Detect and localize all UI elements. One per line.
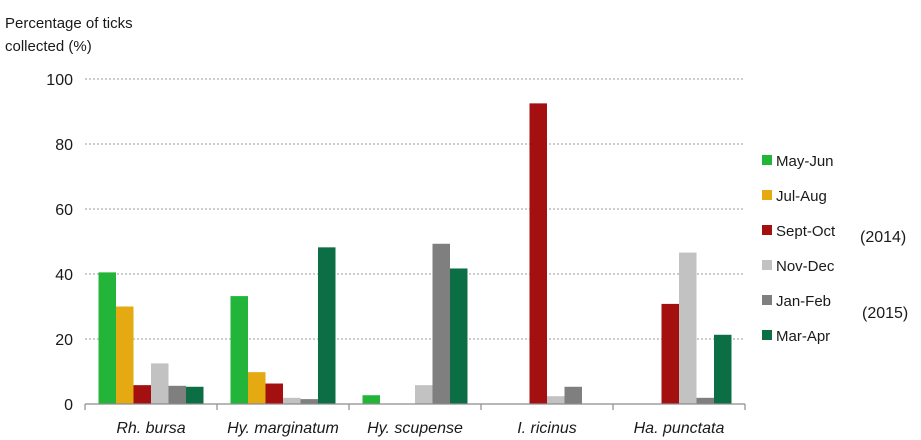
legend-swatch xyxy=(762,330,772,340)
bar xyxy=(362,395,380,404)
legend-label: Mar-Apr xyxy=(776,328,830,345)
legend-label: Nov-Dec xyxy=(776,258,835,275)
x-tick-label: Hy. marginatum xyxy=(227,420,339,437)
y-tick-label: 0 xyxy=(64,397,73,414)
bar xyxy=(168,385,186,404)
legend-swatch xyxy=(762,295,772,305)
y-axis-title: Percentage of ticks collected (%) xyxy=(5,15,133,55)
legend: May-Jun Jul-Aug Sept-Oct Nov-Dec Jan-Feb Mar-… xyxy=(762,153,908,345)
bar xyxy=(714,334,732,404)
bar xyxy=(283,397,301,404)
bar xyxy=(98,272,116,404)
bar xyxy=(300,399,318,404)
y-tick-label: 40 xyxy=(55,267,73,284)
bar xyxy=(230,296,248,404)
bar xyxy=(529,103,547,404)
bars xyxy=(98,103,732,404)
bar xyxy=(116,306,134,404)
legend-year-annotation: (2015) xyxy=(862,305,908,322)
y-tick-label: 80 xyxy=(55,137,73,154)
bar xyxy=(415,385,433,404)
y-tick-label: 60 xyxy=(55,202,73,219)
bar xyxy=(661,303,679,404)
y-axis-ticks: 0 20 40 60 80 100 xyxy=(46,72,73,414)
bar xyxy=(679,252,697,404)
bar xyxy=(432,243,450,404)
bar xyxy=(133,385,151,404)
bar xyxy=(248,372,266,404)
gridlines xyxy=(85,78,745,340)
x-tick-label: Rh. bursa xyxy=(116,420,185,437)
legend-label: May-Jun xyxy=(776,153,834,170)
legend-swatch xyxy=(762,155,772,165)
bar xyxy=(318,247,336,404)
bar xyxy=(696,397,714,404)
legend-year-annotation: (2014) xyxy=(860,229,906,246)
bar xyxy=(265,383,283,404)
x-tick-label: Ha. punctata xyxy=(634,420,725,437)
legend-label: Jul-Aug xyxy=(776,188,827,205)
y-axis-title-line-1: Percentage of ticks xyxy=(5,15,133,32)
y-axis-title-line-2: collected (%) xyxy=(5,38,92,55)
y-tick-label: 100 xyxy=(46,72,73,89)
bar xyxy=(564,386,582,404)
x-axis-labels: Rh. bursa Hy. marginatum Hy. scupense I. ri… xyxy=(84,404,746,437)
legend-swatch xyxy=(762,225,772,235)
legend-label: Jan-Feb xyxy=(776,293,831,310)
x-tick-label: Hy. scupense xyxy=(367,420,463,437)
bar xyxy=(186,386,204,404)
x-tick-label: I. ricinus xyxy=(517,420,577,437)
legend-swatch xyxy=(762,260,772,270)
bar xyxy=(151,363,169,404)
bar xyxy=(450,268,468,404)
y-tick-label: 20 xyxy=(55,332,73,349)
legend-swatch xyxy=(762,190,772,200)
bar xyxy=(547,396,565,404)
legend-label: Sept-Oct xyxy=(776,223,836,240)
